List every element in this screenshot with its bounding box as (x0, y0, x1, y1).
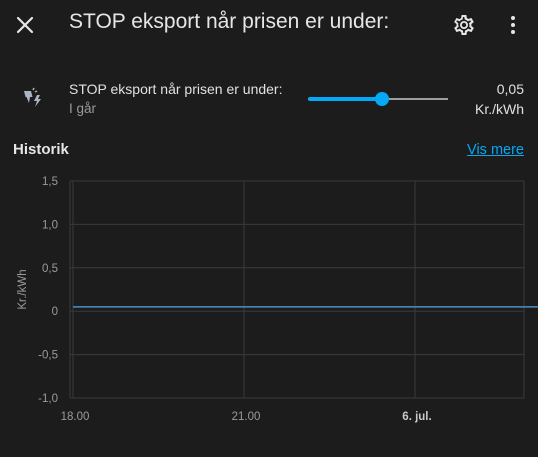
y-tick-label: 0,5 (42, 263, 58, 275)
show-more-link[interactable]: Vis mere (467, 142, 524, 158)
y-tick-label: -1,0 (38, 393, 58, 405)
y-tick-label: -0,5 (38, 350, 58, 362)
value-slider[interactable] (308, 88, 448, 110)
history-title: Historik (13, 141, 69, 158)
x-tick-label: 6. jul. (402, 411, 431, 423)
entity-unit: Kr./kWh (474, 101, 524, 117)
entity-value: 0,05 (496, 81, 524, 97)
entity-name: STOP eksport når prisen er under: (69, 81, 283, 97)
close-button[interactable] (12, 12, 38, 38)
gear-icon (454, 14, 474, 36)
slider-fill (308, 97, 382, 101)
dialog-header: STOP eksport når prisen er under: (0, 0, 538, 54)
more-vertical-icon (511, 16, 515, 34)
x-tick-label: 18.00 (61, 411, 90, 423)
y-axis-label: Kr./kWh (17, 269, 29, 309)
solar-power-icon (21, 86, 45, 110)
x-tick-label: 21.00 (232, 411, 261, 423)
y-tick-label: 1,5 (42, 176, 58, 188)
y-tick-label: 0 (52, 306, 58, 318)
slider-thumb[interactable] (374, 92, 389, 106)
settings-button[interactable] (452, 13, 476, 37)
entity-last-changed: I går (69, 101, 97, 116)
y-tick-label: 1,0 (42, 219, 58, 231)
more-options-button[interactable] (505, 13, 521, 37)
close-icon (16, 16, 34, 34)
dialog-title: STOP eksport når prisen er under: (69, 10, 390, 33)
